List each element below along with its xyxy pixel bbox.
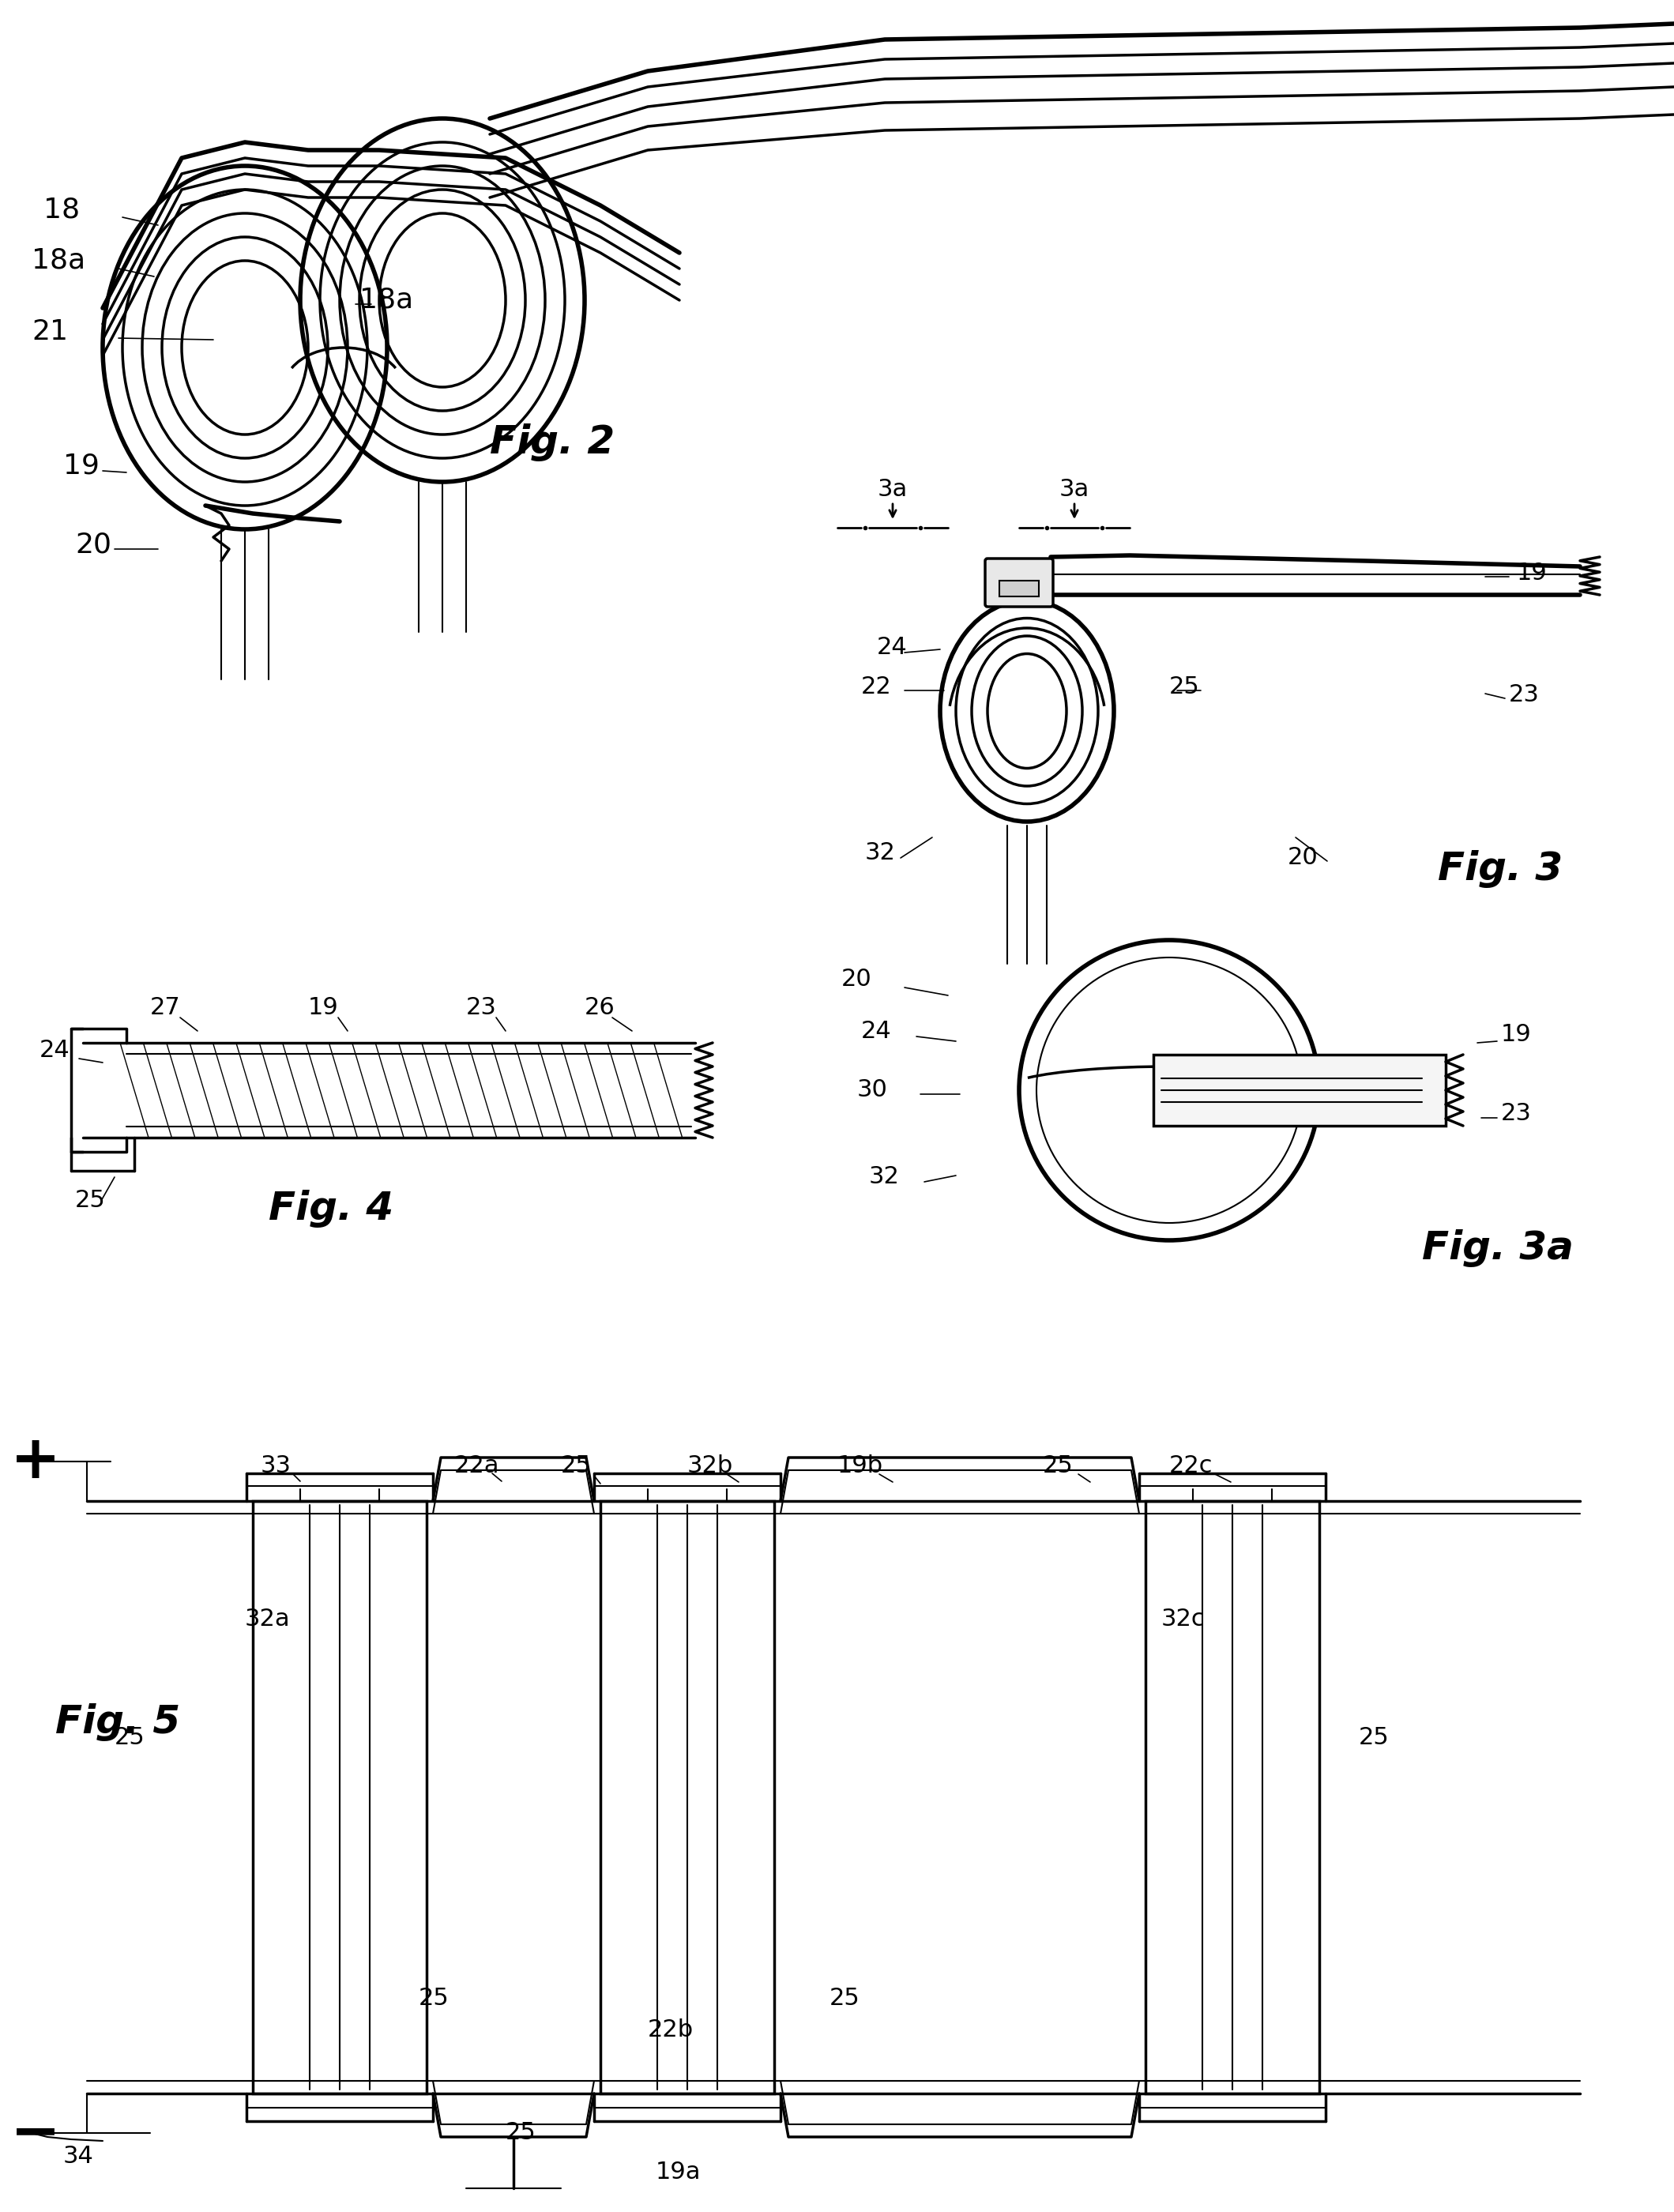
Text: 22b: 22b [648, 2020, 693, 2042]
Text: 19: 19 [1502, 1024, 1532, 1046]
Text: 24: 24 [877, 637, 907, 659]
Text: 32: 32 [865, 843, 896, 865]
Text: 19: 19 [1517, 562, 1547, 584]
Text: 25: 25 [1359, 1728, 1389, 1750]
Text: 25: 25 [418, 1986, 449, 2011]
Text: 20: 20 [842, 969, 872, 991]
Text: 23: 23 [1502, 1102, 1532, 1126]
Text: +: + [10, 1433, 60, 1491]
Text: 25: 25 [830, 1986, 860, 2011]
Text: 19: 19 [64, 453, 99, 480]
Text: 3a: 3a [877, 478, 907, 502]
Text: 19: 19 [308, 995, 338, 1020]
Text: 32: 32 [869, 1166, 899, 1188]
Bar [253, 1502, 427, 2093]
Bar [1153, 1055, 1446, 1126]
Text: Fig. 4: Fig. 4 [268, 1190, 393, 1228]
Text: 18a: 18a [32, 248, 85, 274]
Text: 25: 25 [1043, 1453, 1073, 1478]
Text: −: − [10, 2104, 60, 2163]
Text: 18a: 18a [360, 288, 413, 314]
Text: 26: 26 [584, 995, 616, 1020]
FancyBboxPatch shape [984, 557, 1053, 606]
Text: 18: 18 [44, 197, 80, 223]
Text: 19a: 19a [656, 2161, 701, 2183]
Text: Fig. 2: Fig. 2 [490, 422, 614, 462]
Text: 22c: 22c [1168, 1453, 1214, 1478]
Bar [999, 580, 1040, 597]
Text: 32a: 32a [244, 1608, 290, 1630]
Text: 24: 24 [860, 1020, 892, 1042]
Bar [601, 1502, 773, 2093]
Text: 19b: 19b [837, 1453, 884, 1478]
Text: 23: 23 [465, 995, 497, 1020]
Text: 22: 22 [860, 677, 892, 699]
Text: 25: 25 [114, 1728, 146, 1750]
Text: 32b: 32b [688, 1453, 733, 1478]
Text: 22a: 22a [454, 1453, 499, 1478]
Text: 3a: 3a [1060, 478, 1090, 502]
Text: Fig. 3a: Fig. 3a [1421, 1230, 1574, 1267]
Text: 25: 25 [561, 1453, 591, 1478]
Text: Fig. 5: Fig. 5 [55, 1703, 181, 1741]
Text: 33: 33 [261, 1453, 291, 1478]
Text: 32c: 32c [1162, 1608, 1205, 1630]
Text: 25: 25 [506, 2121, 536, 2143]
Text: 27: 27 [151, 995, 181, 1020]
Text: 20: 20 [75, 531, 112, 557]
Text: 30: 30 [857, 1079, 887, 1102]
Text: 34: 34 [64, 2146, 94, 2168]
Text: 20: 20 [1287, 845, 1319, 869]
Bar [1145, 1502, 1319, 2093]
Text: 24: 24 [40, 1040, 70, 1062]
Text: Fig. 3: Fig. 3 [1438, 849, 1564, 887]
Text: 25: 25 [1168, 677, 1200, 699]
Text: 21: 21 [32, 319, 69, 345]
Text: 23: 23 [1508, 684, 1540, 706]
Text: 25: 25 [75, 1190, 105, 1212]
